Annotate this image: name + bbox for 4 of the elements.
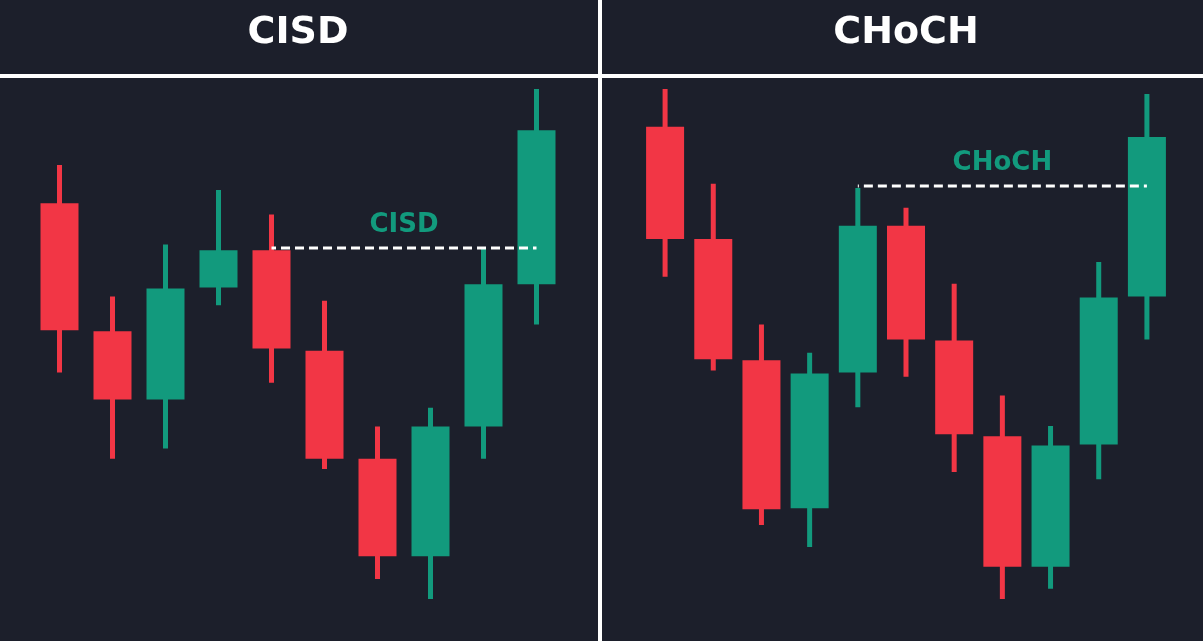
annotation: CISD (369, 208, 439, 239)
chart-title: CHoCH (833, 7, 979, 52)
annotation: CHoCH (952, 145, 1053, 176)
chart-title: CISD (247, 7, 349, 52)
